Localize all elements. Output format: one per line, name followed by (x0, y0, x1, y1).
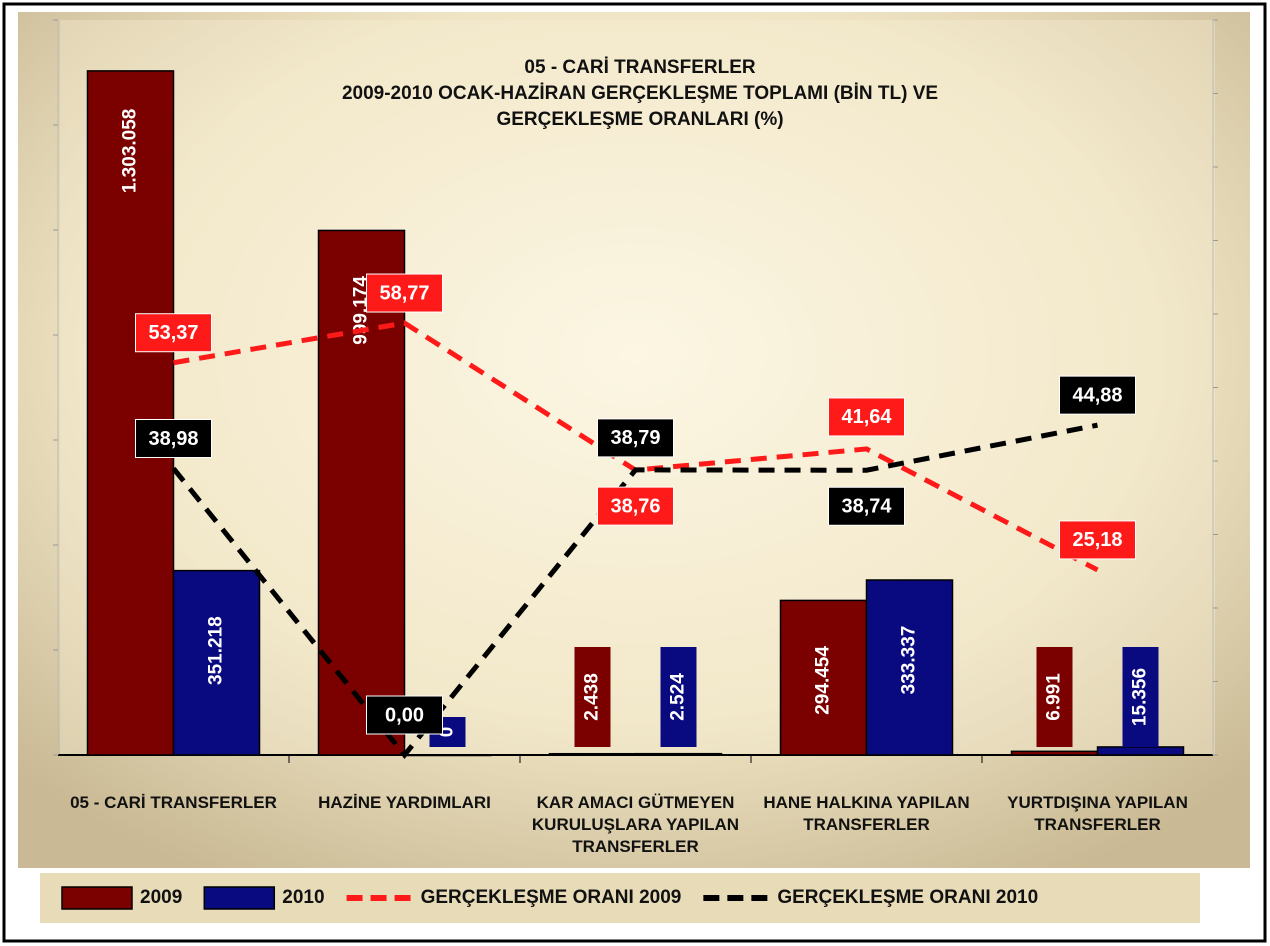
line-label-box (828, 486, 905, 526)
chart-title: 2009-2010 OCAK-HAZİRAN GERÇEKLEŞME TOPLA… (342, 83, 938, 104)
line-label-box (366, 695, 443, 735)
x-tick-label: HANE HALKINA YAPILAN TRANSFERLER (763, 793, 969, 834)
chart-content: 05 - CARİ TRANSFERLER 2009-2010 OCAK-HAZİ… (53, 19, 1218, 910)
line-label-box (597, 418, 674, 458)
chart-title: GERÇEKLEŞME ORANLARI (%) (496, 109, 783, 130)
value-label-box (1036, 647, 1073, 747)
legend-label: GERÇEKLEŞME ORANI 2009 (421, 887, 682, 908)
line-label-box (135, 418, 212, 458)
line-value-label: 38,98 (148, 428, 198, 450)
line-value-label: 38,76 (610, 495, 660, 517)
line-label-box (1059, 375, 1136, 415)
bar (1096, 746, 1185, 756)
legend-label: 2010 (282, 887, 324, 908)
line-value-label: 41,64 (841, 406, 892, 428)
x-tick-label: HAZİNE YARDIMLARI (318, 793, 491, 812)
line-label-box (597, 486, 674, 526)
legend-label: 2009 (140, 887, 182, 908)
line (171, 422, 1098, 759)
bar (403, 754, 492, 757)
chart-title: 05 - CARİ TRANSFERLER (524, 57, 755, 78)
legend-swatch (61, 886, 133, 910)
legend-label: GERÇEKLEŞME ORANI 2010 (777, 887, 1038, 908)
value-label: 351.218 (206, 616, 227, 685)
line-value-label: 38,74 (841, 496, 892, 518)
bar (86, 70, 175, 756)
x-tick-label: 05 - CARİ TRANSFERLER (70, 793, 277, 812)
bar (548, 752, 637, 756)
value-label: 15.356 (1130, 668, 1151, 726)
value-label: 333.337 (899, 626, 920, 695)
bar (865, 579, 954, 756)
value-label: 1.303.058 (120, 109, 141, 194)
line-value-label: 38,79 (610, 427, 660, 449)
value-label: 0 (437, 727, 458, 738)
value-label: 2.524 (668, 673, 689, 721)
line-value-label: 25,18 (1072, 529, 1122, 551)
line-value-label: 0,00 (385, 704, 424, 726)
line-value-label: 44,88 (1072, 384, 1122, 406)
line-value-label: 58,77 (379, 282, 429, 304)
bar (634, 752, 723, 756)
value-label: 294.454 (813, 646, 834, 715)
line-label-box (135, 313, 212, 353)
value-label-box (574, 647, 611, 747)
value-label: 2.438 (582, 673, 603, 721)
line-value-label: 53,37 (148, 322, 198, 344)
bar (779, 599, 868, 756)
legend-swatch (203, 886, 276, 910)
bar (1010, 750, 1099, 756)
x-tick-label: KAR AMACI GÜTMEYEN KURULUŞLARA YAPILAN TRA… (532, 793, 739, 856)
bar (172, 569, 261, 756)
line-label-box (1059, 520, 1136, 560)
line-label-box (828, 397, 905, 437)
x-tick-label: YURTDIŞINA YAPILAN TRANSFERLER (1007, 793, 1188, 834)
line-label-box (366, 273, 443, 313)
value-label-box (660, 647, 697, 747)
value-label-box (1122, 647, 1159, 747)
value-label: 6.991 (1044, 673, 1065, 721)
bar (317, 229, 406, 756)
